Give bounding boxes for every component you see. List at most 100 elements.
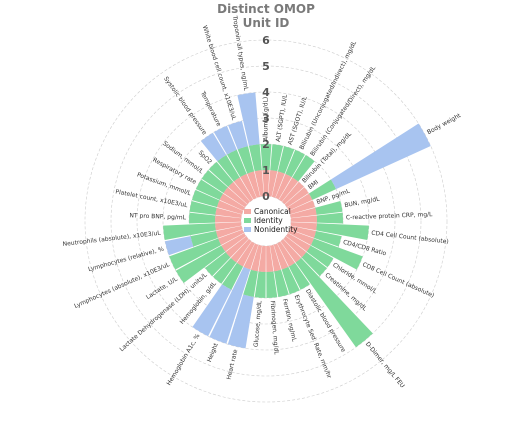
bar-identity-ferritin-ng-ml (274, 269, 289, 298)
bar-identity-lymphocytes-absolute-x10e3-ul (169, 238, 222, 270)
grid-circle (84, 39, 448, 403)
category-label: Erythrocyte Sed. Rate, mm/hr (293, 294, 333, 380)
bar-identity-lymphocytes-relative (190, 231, 218, 247)
bar-canonical-hemoglobin-g-dl (230, 239, 252, 263)
bar-identity-hemoglobin-a1c (222, 262, 244, 290)
category-label: Heart rate (225, 348, 239, 380)
bar-canonical-cd4-cd8-ratio (289, 225, 317, 238)
bar-canonical-chloride-mmol-l (285, 233, 311, 252)
bar-canonical-heart-rate (250, 244, 263, 272)
bar-identity-albumin-g-dl (260, 143, 272, 171)
category-label: Height (206, 342, 220, 364)
category-label: Fibrinogen, mg/dL (269, 300, 280, 355)
bar-canonical-c-reactive-protein-crp-mg-l (290, 215, 317, 223)
category-label: Glucose, mg/dL (253, 300, 264, 348)
bar-identity-temperature (227, 149, 247, 178)
legend-label-identity: Identity (254, 216, 283, 225)
radial-tick-label: 1 (262, 164, 270, 177)
category-label: D-Dimer, mg/L FEU (364, 341, 406, 390)
bar-canonical-cd8-cell-count-absolute (288, 229, 314, 246)
bar-identity-c-reactive-protein-crp-mg-l (316, 212, 343, 224)
bar-canonical-white-blood-cell-count-x10e3-ul (247, 171, 261, 198)
bar-identity-neutrophils-absolute-x10e3-ul (163, 223, 216, 240)
bar-canonical-body-weight (287, 193, 313, 211)
bar-identity-platelet-count-x10e3-ul (189, 201, 217, 215)
category-label: Albumin (g/dL) (263, 97, 270, 141)
bar-identity-sodium-mmol-l (201, 170, 228, 194)
bar-canonical-systolic-blood-pressure (233, 177, 254, 202)
legend-swatch-identity (244, 218, 251, 223)
bar-canonical-neutrophils-absolute-x10e3-ul (215, 222, 242, 231)
bar-identity-cd8-cell-count-absolute (310, 238, 363, 270)
bar-canonical-diastolic-blood-pressure (277, 241, 296, 267)
legend-label-nonidentity: Nonidentity (254, 225, 298, 234)
bar-canonical-creatinine-mg-dl (283, 236, 307, 258)
bar-identity-glucose-mg-dl (254, 271, 266, 298)
bar-canonical-platelet-count-x10e3-ul (215, 207, 242, 218)
bar-identity-ast-sgot-iu-l (277, 146, 295, 174)
bar-canonical-temperature (240, 173, 257, 200)
bar-canonical-nt-pro-bnp-pg-ml (215, 215, 242, 223)
bar-canonical-lactate-dehydrogenase-ldh-units-l (225, 236, 249, 258)
bar-identity-diastolic-blood-pressure (288, 262, 310, 290)
bar-identity-lactate-u-l (175, 245, 226, 283)
bar-identity-alt-sgpt-iu-l (270, 144, 284, 172)
bar-identity-d-dimer-mg-l-feu (295, 257, 373, 348)
bar-canonical-bmi (284, 187, 309, 208)
bar-identity-hemoglobin-g-dl (212, 257, 237, 284)
bar-canonical-d-dimer-mg-l-feu (280, 239, 302, 263)
bar-nonidentity-lymphocytes-relative (165, 236, 194, 256)
bar-canonical-alt-sgpt-iu-l (268, 170, 278, 197)
legend-swatch-nonidentity (244, 227, 251, 232)
bars (163, 92, 431, 349)
bar-nonidentity-body-weight (330, 123, 431, 190)
bar-identity-heart-rate (243, 269, 258, 298)
bar-nonidentity-white-blood-cell-count-x10e3-ul (228, 120, 248, 150)
bar-identity-bun-mg-dl (315, 201, 343, 215)
bar-identity-bilirubin-unconjugated-indirect-mg-dl (285, 149, 305, 178)
bar-nonidentity-systolic-blood-pressure (200, 132, 227, 162)
bar-canonical-lymphocytes-absolute-x10e3-ul (218, 229, 244, 246)
bar-canonical-glucose-mg-dl (258, 245, 266, 272)
bar-canonical-cd4-cell-count-absolute (290, 222, 317, 231)
bar-nonidentity-height (209, 266, 251, 344)
bar-identity-chloride-mmol-l (306, 245, 334, 268)
grid-circle (136, 91, 396, 351)
bar-canonical-bilirubin-total-mg-dl (282, 181, 304, 205)
bar-canonical-troponin-all-types-ng-ml (254, 170, 264, 197)
bar-identity-lactate-dehydrogenase-ldh-units-l (205, 252, 231, 277)
bar-canonical-fibrinogen-mg-dl (266, 245, 274, 272)
category-label: BUN, mg/dL (344, 195, 381, 209)
bar-canonical-lymphocytes-relative (215, 225, 243, 238)
bar-canonical-bilirubin-conjugated-direct-mg-dl (278, 177, 299, 202)
radial-tick-label: 6 (262, 34, 270, 47)
bar-canonical-bnp-pg-ml (288, 200, 316, 215)
bar-canonical-bilirubin-unconjugated-indirect-mg-dl (275, 173, 292, 200)
bar-nonidentity-temperature (213, 125, 237, 155)
bar-identity-respiratory-rate (195, 179, 224, 200)
bar-canonical-lactate-u-l (221, 233, 247, 252)
bar-identity-troponin-all-types-ng-ml (248, 144, 262, 172)
bar-canonical-ferritin-ng-ml (269, 244, 282, 272)
radial-tick-label: 0 (262, 190, 270, 203)
radial-tick-label: 2 (262, 138, 270, 151)
bar-canonical-potassium-mmol-l (216, 200, 244, 215)
bar-identity-cd4-cell-count-absolute (316, 223, 369, 240)
bar-nonidentity-troponin-all-types-ng-ml (237, 92, 260, 146)
bar-canonical-sodium-mmol-l (223, 187, 248, 208)
radial-tick-label: 3 (262, 112, 270, 125)
bar-identity-potassium-mmol-l (191, 189, 220, 208)
chart-title-line-1: Distinct OMOP (217, 2, 315, 16)
bar-identity-erythrocyte-sed-rate-mm-hr (281, 266, 300, 295)
bar-canonical-ast-sgot-iu-l (271, 171, 285, 198)
category-label: ALT (SGPT), IU/L (275, 93, 289, 142)
grid-circle (110, 65, 422, 377)
bar-identity-fibrinogen-mg-dl (266, 271, 278, 298)
bar-identity-spo2 (208, 161, 234, 187)
bar-identity-systolic-blood-pressure (217, 155, 240, 182)
radial-tick-label: 4 (262, 86, 270, 99)
bar-identity-nt-pro-bnp-pg-ml (189, 212, 216, 224)
bar-canonical-height (243, 243, 259, 270)
